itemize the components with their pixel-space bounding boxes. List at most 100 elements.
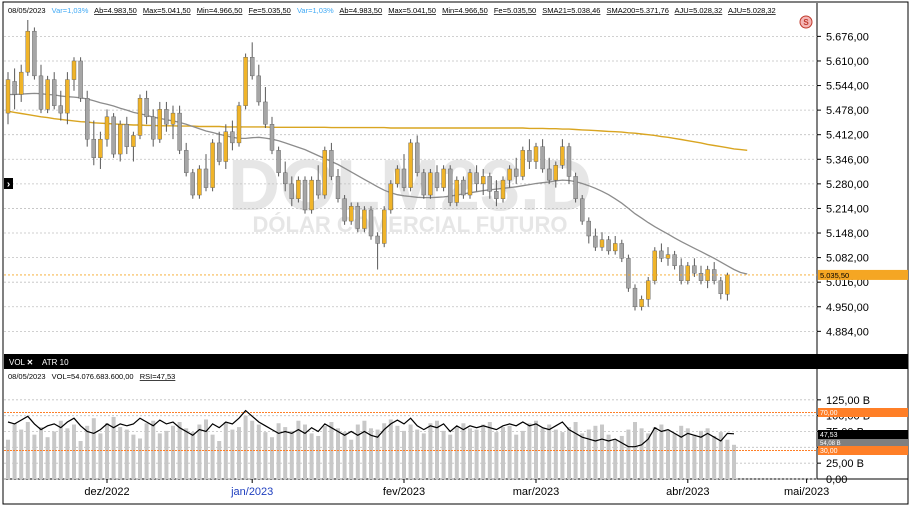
candle-body: [659, 250, 664, 259]
expand-panel-box[interactable]: [4, 178, 13, 189]
candle-body: [586, 220, 591, 237]
current-price-layer: 5.035,50: [4, 269, 908, 280]
candle-body: [441, 168, 446, 188]
candle-body: [342, 198, 347, 222]
sma21-layer: [8, 92, 748, 275]
price-info-bar: 08/05/2023 Var=1,03% Ab=4.983,50 Max=5.0…: [8, 6, 776, 15]
info-close-2: Fe=5.035,50: [494, 6, 536, 15]
s-badge[interactable]: S: [799, 15, 813, 29]
candle-body: [71, 60, 77, 80]
candle-body: [665, 254, 671, 259]
candle-body: [52, 79, 57, 106]
volume-bar: [65, 428, 70, 479]
rsi-upper-tag-bg: [818, 408, 908, 417]
volume-bar: [580, 433, 585, 479]
volume-bar: [151, 420, 156, 479]
candle-body: [540, 146, 545, 170]
volume-bar: [52, 431, 57, 479]
x-axis: dez/2022 jan/2023 fev/2023 mar/2023 abr/2023…: [84, 479, 829, 498]
info-date: 08/05/2023: [8, 6, 46, 15]
volume-bar: [85, 425, 90, 479]
candles-layer: [5, 20, 730, 311]
volume-bar: [263, 432, 268, 479]
candle-body: [322, 150, 327, 196]
candle-body: [309, 179, 314, 211]
info-open: Ab=4.983,50: [94, 6, 137, 15]
candle-body: [177, 112, 182, 151]
volume-bar: [520, 430, 525, 479]
price-tick-label: 4.884,00: [826, 326, 869, 338]
price-gridlines: [4, 35, 817, 332]
candle-body: [210, 142, 215, 188]
volume-bar: [712, 435, 717, 479]
volume-bar: [699, 430, 703, 479]
indicator-tab-atr[interactable]: ATR 10: [42, 358, 69, 367]
volume-bar: [309, 433, 314, 479]
volume-bar: [652, 427, 657, 479]
candle-body: [500, 179, 506, 199]
candle-body: [487, 176, 492, 192]
price-tick-label: 5.478,00: [826, 105, 869, 117]
volume-bar: [171, 425, 175, 479]
volume-bar: [679, 425, 684, 479]
volume-bar: [270, 437, 274, 479]
candle-body: [533, 146, 539, 162]
close-icon[interactable]: ×: [27, 358, 33, 369]
volume-bar: [388, 419, 393, 479]
volume-bar: [408, 424, 413, 479]
volume-bar: [626, 429, 631, 479]
volume-bar: [124, 429, 129, 479]
expand-panel-button[interactable]: ›: [4, 178, 13, 190]
candle-body: [131, 135, 136, 147]
volume-bar: [276, 423, 281, 479]
x-tick-label: mai/2023: [784, 486, 829, 498]
candle-body: [91, 138, 97, 158]
volume-bar: [230, 429, 235, 479]
volume-bar: [540, 428, 545, 479]
volume-bar: [32, 434, 37, 479]
volume-bar: [184, 428, 189, 479]
candle-body: [335, 176, 341, 199]
candle-body: [507, 168, 512, 181]
volume-bar: [197, 424, 202, 479]
info-max-2: Max=5.041,50: [388, 6, 436, 15]
candle-body: [580, 198, 585, 222]
candle-body: [619, 243, 624, 259]
ind-info-date: 08/05/2023: [8, 372, 46, 381]
volume-bar: [210, 434, 215, 479]
candle-body: [474, 172, 479, 185]
candle-body: [362, 209, 367, 229]
volume-bar: [600, 424, 604, 479]
candle-body: [606, 239, 611, 252]
indicator-tab-vol[interactable]: VOL: [9, 358, 26, 367]
candle-body: [289, 183, 294, 199]
price-tick-label: 5.016,00: [826, 277, 869, 289]
candle-body: [45, 79, 50, 110]
volume-bar: [501, 427, 505, 479]
candle-body: [150, 116, 156, 140]
volume-bar: [481, 424, 486, 479]
volume-bar: [283, 427, 288, 479]
candle-body: [98, 138, 103, 158]
indicator-info-bar: 08/05/2023 VOL=54.076.683.600,00 RSI=47,…: [8, 372, 175, 381]
candle-body: [639, 299, 644, 307]
volume-bar: [461, 423, 466, 479]
x-tick-label: abr/2023: [666, 486, 709, 498]
candle-body: [84, 98, 90, 140]
info-min-2: Min=4.966,50: [442, 6, 488, 15]
volume-bar: [666, 429, 670, 479]
candle-body: [626, 258, 631, 289]
volume-bar: [164, 430, 169, 479]
ind-info-vol: VOL=54.076.683.600,00: [52, 372, 134, 381]
s-badge-circle[interactable]: [799, 15, 813, 29]
volume-bar: [606, 434, 611, 479]
volume-bar: [256, 424, 261, 479]
candle-body: [78, 60, 83, 99]
candle-body: [395, 168, 400, 185]
candle-body: [388, 183, 393, 211]
volume-bar: [217, 441, 222, 479]
rsi-upper-tag: 70,00: [818, 408, 908, 417]
volume-bar: [105, 423, 109, 479]
rsi-upper-tag-label: 70,00: [820, 410, 838, 417]
price-y-axis: 4.884,00 4.950,00 5.016,00 5.082,00 5.148,00…: [817, 31, 869, 338]
